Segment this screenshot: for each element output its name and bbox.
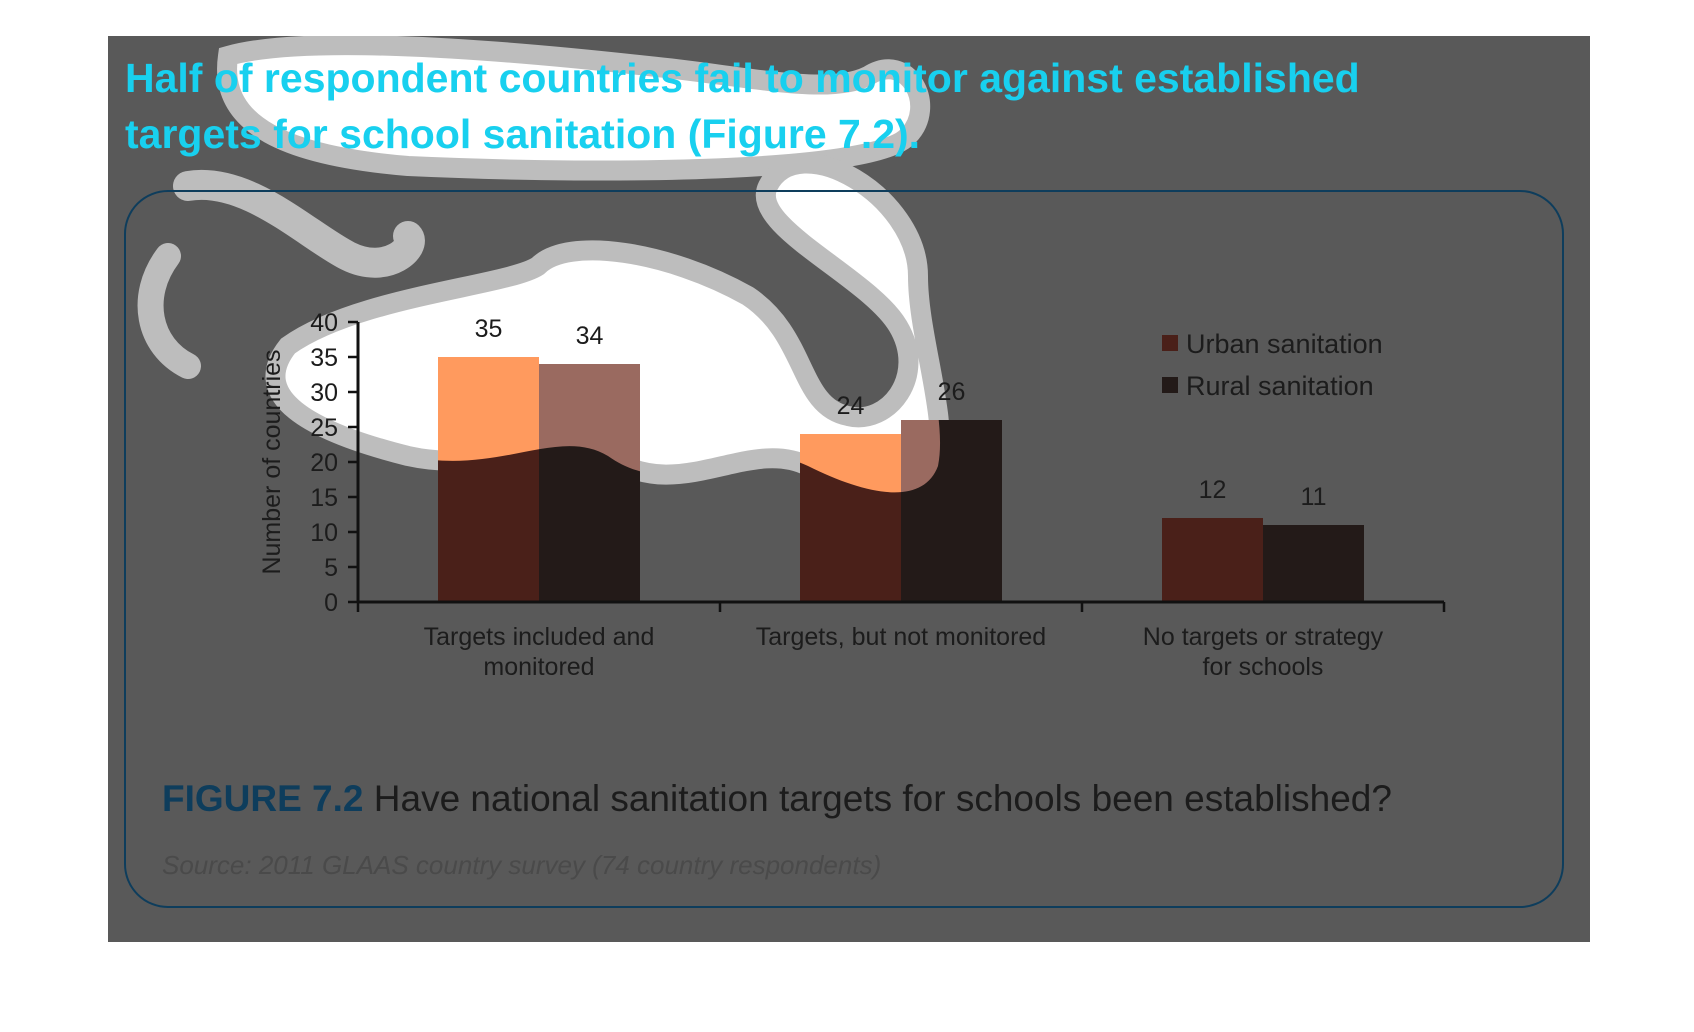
figure-caption: FIGURE 7.2 Have national sanitation targ…: [162, 778, 1392, 820]
y-tick-label: 30: [310, 379, 338, 407]
x-tick-label: monitored: [483, 653, 594, 681]
heading-line-1: Half of respondent countries fail to mon…: [125, 55, 1360, 101]
page-heading: Half of respondent countries fail to mon…: [125, 50, 1565, 162]
y-tick-label: 35: [310, 344, 338, 372]
bar-rural-2: [1263, 525, 1364, 602]
legend-label: Urban sanitation: [1186, 329, 1383, 359]
data-label: 34: [576, 322, 604, 350]
data-label: 11: [1301, 483, 1327, 511]
legend-label: Rural sanitation: [1186, 371, 1374, 401]
legend-swatch: [1162, 377, 1178, 393]
data-label: 35: [475, 315, 503, 343]
y-tick-label: 20: [310, 449, 338, 477]
y-tick-label: 15: [310, 484, 338, 512]
data-label: 24: [837, 392, 865, 420]
data-label: 12: [1199, 476, 1227, 504]
x-tick-label: for schools: [1203, 653, 1324, 681]
y-tick-label: 0: [324, 589, 338, 617]
figure-source: Source: 2011 GLAAS country survey (74 co…: [162, 850, 882, 880]
y-tick-label: 25: [310, 414, 338, 442]
chart-frame: [124, 190, 1564, 908]
y-axis-label: Number of countries: [258, 349, 286, 574]
y-tick-label: 5: [324, 554, 338, 582]
x-tick-label: Targets included and: [424, 623, 655, 651]
bar-urban-2: [1162, 518, 1263, 602]
y-tick-label: 40: [310, 309, 338, 337]
x-tick-label: Targets, but not monitored: [756, 623, 1046, 651]
y-tick-label: 10: [310, 519, 338, 547]
figure-panel: Half of respondent countries fail to mon…: [108, 36, 1590, 942]
bar-chart: 35 34 24 26 12 11 0 5 10 15 20 25 30 35 40 Targets incl…: [258, 309, 1446, 681]
legend-swatch: [1162, 335, 1178, 351]
figure-caption-text: Have national sanitation targets for sch…: [373, 778, 1392, 819]
data-label: 26: [938, 378, 966, 406]
x-tick-label: No targets or strategy: [1143, 623, 1384, 651]
heading-line-2: targets for school sanitation (Figure 7.…: [125, 111, 921, 157]
figure-number: FIGURE 7.2: [162, 778, 364, 819]
